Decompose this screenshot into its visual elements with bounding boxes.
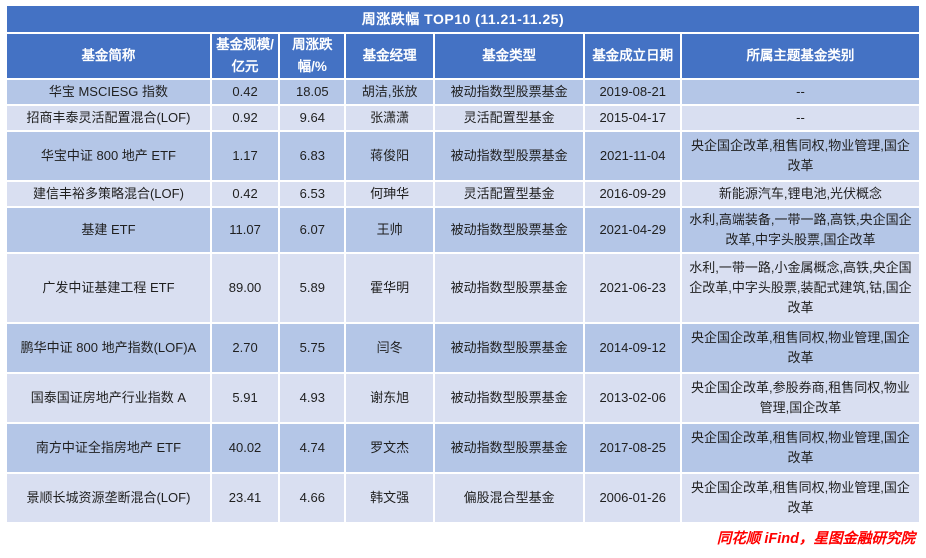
inception-date-cell: 2016-09-29 xyxy=(585,182,680,206)
fund-scale-cell: 0.42 xyxy=(211,80,279,104)
fund-manager-cell: 王帅 xyxy=(346,208,433,252)
table-row: 基建 ETF 11.07 6.07 王帅 被动指数型股票基金 2021-04-2… xyxy=(7,208,919,252)
table-row: 华宝中证 800 地产 ETF 1.17 6.83 蒋俊阳 被动指数型股票基金 … xyxy=(7,132,919,180)
weekly-change-cell: 5.75 xyxy=(280,324,345,372)
fund-type-cell: 被动指数型股票基金 xyxy=(434,80,584,104)
weekly-change-cell: 9.64 xyxy=(280,106,345,130)
theme-category-cell: 央企国企改革,租售同权,物业管理,国企改革 xyxy=(681,424,919,472)
theme-category-cell: 水利,高端装备,一带一路,高铁,央企国企改革,中字头股票,国企改革 xyxy=(681,208,919,252)
fund-type-cell: 被动指数型股票基金 xyxy=(434,132,584,180)
weekly-change-cell: 6.83 xyxy=(280,132,345,180)
table-row: 广发中证基建工程 ETF 89.00 5.89 霍华明 被动指数型股票基金 20… xyxy=(7,254,919,322)
table-title: 周涨跌幅 TOP10 (11.21-11.25) xyxy=(7,6,919,32)
fund-performance-table: 周涨跌幅 TOP10 (11.21-11.25) 基金简称 基金规模/亿元 周涨… xyxy=(5,4,921,524)
theme-category-cell: -- xyxy=(681,80,919,104)
fund-manager-cell: 霍华明 xyxy=(346,254,433,322)
inception-date-cell: 2014-09-12 xyxy=(585,324,680,372)
fund-scale-cell: 1.17 xyxy=(211,132,279,180)
weekly-change-cell: 4.66 xyxy=(280,474,345,522)
theme-category-cell: 水利,一带一路,小金属概念,高铁,央企国企改革,中字头股票,装配式建筑,钴,国企… xyxy=(681,254,919,322)
theme-category-cell: 新能源汽车,锂电池,光伏概念 xyxy=(681,182,919,206)
fund-name-cell: 招商丰泰灵活配置混合(LOF) xyxy=(7,106,210,130)
fund-scale-cell: 0.42 xyxy=(211,182,279,206)
fund-type-cell: 灵活配置型基金 xyxy=(434,182,584,206)
weekly-change-cell: 18.05 xyxy=(280,80,345,104)
col-header-inception-date: 基金成立日期 xyxy=(585,34,680,78)
table-row: 华宝 MSCIESG 指数 0.42 18.05 胡洁,张放 被动指数型股票基金… xyxy=(7,80,919,104)
fund-manager-cell: 闫冬 xyxy=(346,324,433,372)
fund-manager-cell: 韩文强 xyxy=(346,474,433,522)
table-header-row: 基金简称 基金规模/亿元 周涨跌幅/% 基金经理 基金类型 基金成立日期 所属主… xyxy=(7,34,919,78)
fund-scale-cell: 0.92 xyxy=(211,106,279,130)
fund-type-cell: 被动指数型股票基金 xyxy=(434,208,584,252)
table-row: 国泰国证房地产行业指数 A 5.91 4.93 谢东旭 被动指数型股票基金 20… xyxy=(7,374,919,422)
theme-category-cell: 央企国企改革,租售同权,物业管理,国企改革 xyxy=(681,324,919,372)
fund-name-cell: 建信丰裕多策略混合(LOF) xyxy=(7,182,210,206)
fund-scale-cell: 2.70 xyxy=(211,324,279,372)
col-header-fund-scale: 基金规模/亿元 xyxy=(211,34,279,78)
inception-date-cell: 2021-04-29 xyxy=(585,208,680,252)
col-header-fund-type: 基金类型 xyxy=(434,34,584,78)
inception-date-cell: 2015-04-17 xyxy=(585,106,680,130)
table-row: 景顺长城资源垄断混合(LOF) 23.41 4.66 韩文强 偏股混合型基金 2… xyxy=(7,474,919,522)
source-attribution: 同花顺 iFind，星图金融研究院 xyxy=(716,531,915,547)
table-row: 建信丰裕多策略混合(LOF) 0.42 6.53 何珅华 灵活配置型基金 201… xyxy=(7,182,919,206)
fund-table-container: 周涨跌幅 TOP10 (11.21-11.25) 基金简称 基金规模/亿元 周涨… xyxy=(5,4,921,548)
fund-manager-cell: 何珅华 xyxy=(346,182,433,206)
fund-name-cell: 基建 ETF xyxy=(7,208,210,252)
inception-date-cell: 2019-08-21 xyxy=(585,80,680,104)
fund-manager-cell: 谢东旭 xyxy=(346,374,433,422)
fund-type-cell: 被动指数型股票基金 xyxy=(434,324,584,372)
col-header-fund-name: 基金简称 xyxy=(7,34,210,78)
theme-category-cell: 央企国企改革,参股券商,租售同权,物业管理,国企改革 xyxy=(681,374,919,422)
weekly-change-cell: 6.53 xyxy=(280,182,345,206)
table-row: 南方中证全指房地产 ETF 40.02 4.74 罗文杰 被动指数型股票基金 2… xyxy=(7,424,919,472)
fund-type-cell: 被动指数型股票基金 xyxy=(434,254,584,322)
fund-scale-cell: 40.02 xyxy=(211,424,279,472)
inception-date-cell: 2017-08-25 xyxy=(585,424,680,472)
table-title-row: 周涨跌幅 TOP10 (11.21-11.25) xyxy=(7,6,919,32)
weekly-change-cell: 4.74 xyxy=(280,424,345,472)
inception-date-cell: 2013-02-06 xyxy=(585,374,680,422)
fund-name-cell: 景顺长城资源垄断混合(LOF) xyxy=(7,474,210,522)
fund-type-cell: 被动指数型股票基金 xyxy=(434,424,584,472)
theme-category-cell: -- xyxy=(681,106,919,130)
fund-name-cell: 华宝 MSCIESG 指数 xyxy=(7,80,210,104)
fund-name-cell: 南方中证全指房地产 ETF xyxy=(7,424,210,472)
fund-scale-cell: 5.91 xyxy=(211,374,279,422)
col-header-theme-category: 所属主题基金类别 xyxy=(681,34,919,78)
inception-date-cell: 2006-01-26 xyxy=(585,474,680,522)
theme-category-cell: 央企国企改革,租售同权,物业管理,国企改革 xyxy=(681,132,919,180)
fund-type-cell: 被动指数型股票基金 xyxy=(434,374,584,422)
fund-scale-cell: 89.00 xyxy=(211,254,279,322)
table-row: 招商丰泰灵活配置混合(LOF) 0.92 9.64 张潇潇 灵活配置型基金 20… xyxy=(7,106,919,130)
fund-scale-cell: 23.41 xyxy=(211,474,279,522)
weekly-change-cell: 6.07 xyxy=(280,208,345,252)
inception-date-cell: 2021-06-23 xyxy=(585,254,680,322)
fund-manager-cell: 罗文杰 xyxy=(346,424,433,472)
col-header-fund-manager: 基金经理 xyxy=(346,34,433,78)
fund-type-cell: 偏股混合型基金 xyxy=(434,474,584,522)
fund-scale-cell: 11.07 xyxy=(211,208,279,252)
fund-manager-cell: 胡洁,张放 xyxy=(346,80,433,104)
fund-type-cell: 灵活配置型基金 xyxy=(434,106,584,130)
fund-manager-cell: 张潇潇 xyxy=(346,106,433,130)
table-row: 鹏华中证 800 地产指数(LOF)A 2.70 5.75 闫冬 被动指数型股票… xyxy=(7,324,919,372)
inception-date-cell: 2021-11-04 xyxy=(585,132,680,180)
fund-manager-cell: 蒋俊阳 xyxy=(346,132,433,180)
weekly-change-cell: 4.93 xyxy=(280,374,345,422)
col-header-weekly-change: 周涨跌幅/% xyxy=(280,34,345,78)
fund-name-cell: 广发中证基建工程 ETF xyxy=(7,254,210,322)
weekly-change-cell: 5.89 xyxy=(280,254,345,322)
fund-name-cell: 鹏华中证 800 地产指数(LOF)A xyxy=(7,324,210,372)
fund-name-cell: 华宝中证 800 地产 ETF xyxy=(7,132,210,180)
fund-name-cell: 国泰国证房地产行业指数 A xyxy=(7,374,210,422)
theme-category-cell: 央企国企改革,租售同权,物业管理,国企改革 xyxy=(681,474,919,522)
